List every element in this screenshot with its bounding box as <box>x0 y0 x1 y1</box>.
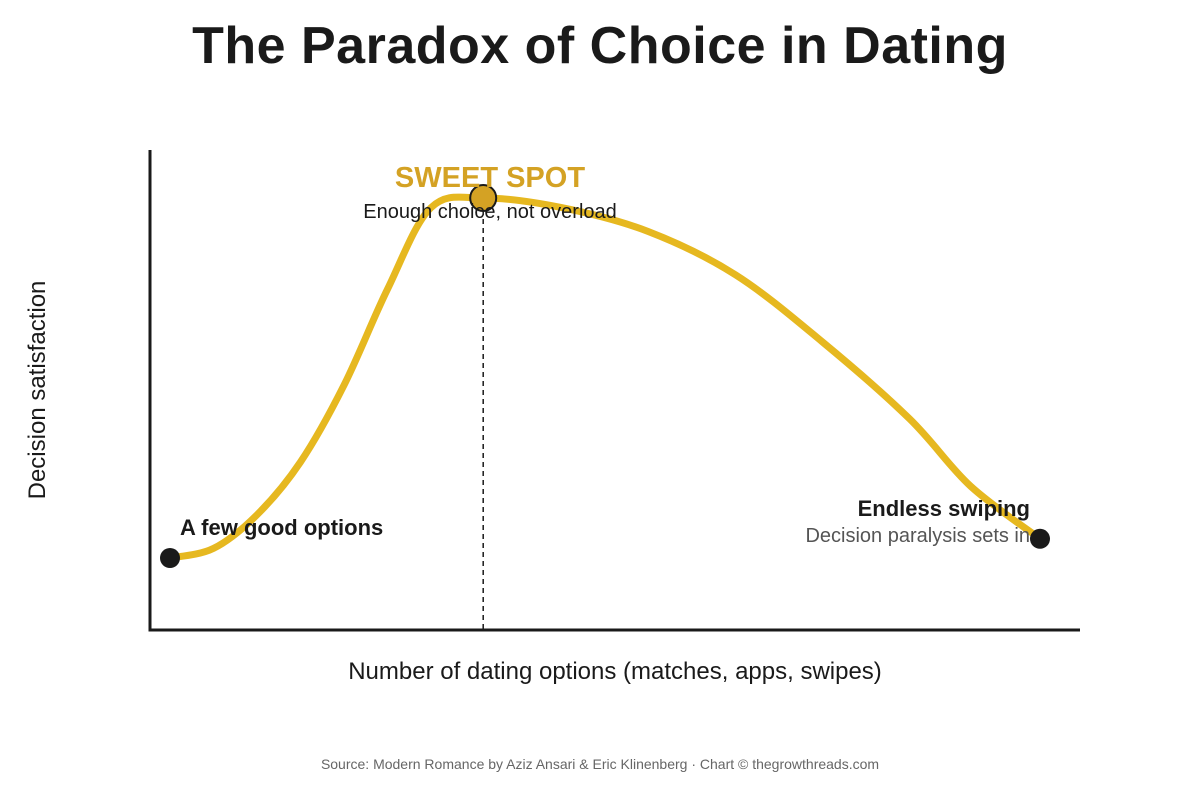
peak-marker <box>469 184 498 212</box>
start-marker <box>160 548 180 568</box>
curve-markers <box>160 184 1050 568</box>
chart-title: The Paradox of Choice in Dating <box>192 17 1008 75</box>
peak-annotation-title: SWEET SPOT <box>395 162 585 194</box>
source-credit: Source: Modern Romance by Aziz Ansari & … <box>320 756 880 772</box>
start-annotation: A few good options <box>180 515 383 540</box>
end-marker <box>1030 528 1050 549</box>
end-annotation-subtitle: Decision paralysis sets in <box>805 525 1030 547</box>
peak-annotation-subtitle: Enough choice, not overload <box>363 201 617 223</box>
end-annotation-title: Endless swiping <box>858 496 1030 521</box>
satisfaction-curve <box>166 193 1044 562</box>
x-axis-label: Number of dating options (matches, apps,… <box>348 658 882 685</box>
y-axis-label: Decision satisfaction <box>24 281 51 500</box>
